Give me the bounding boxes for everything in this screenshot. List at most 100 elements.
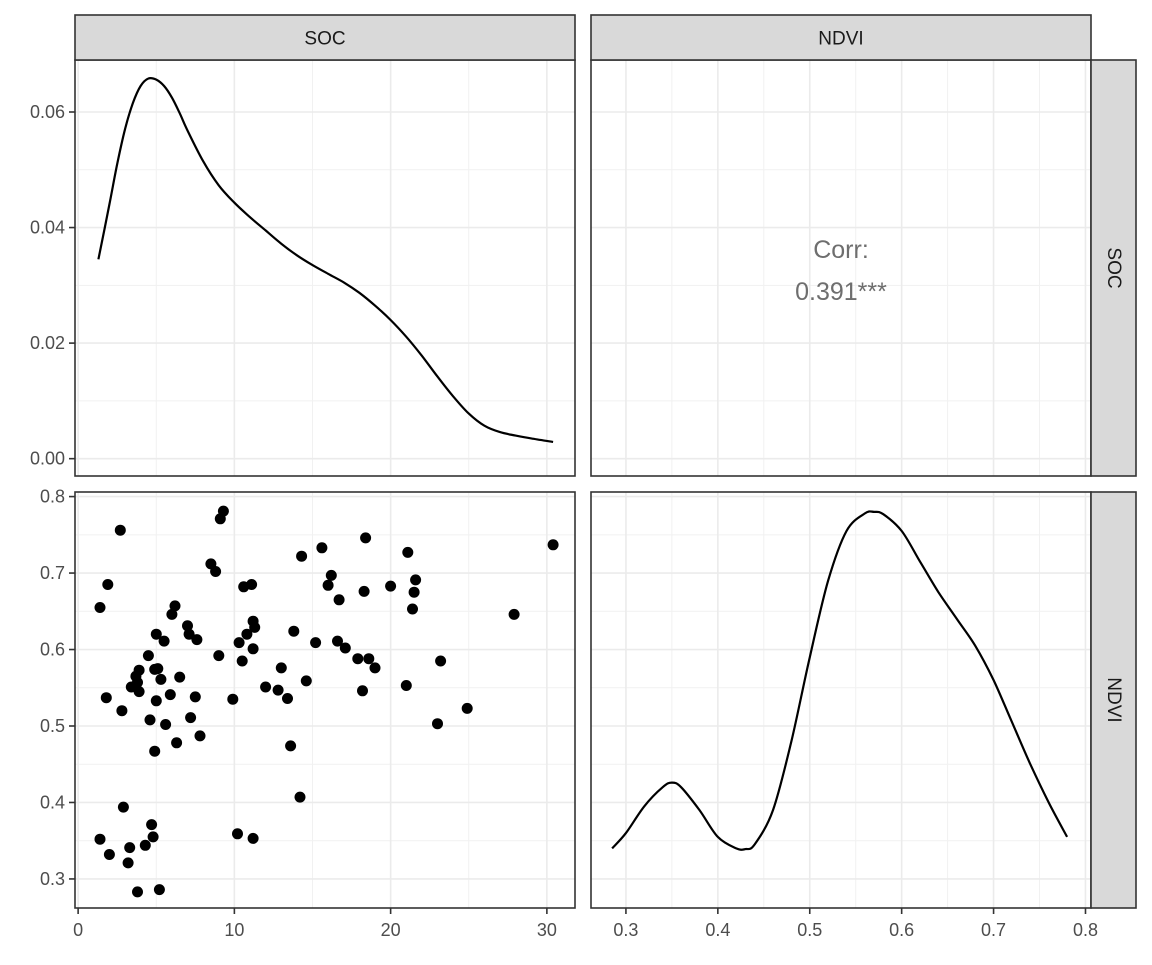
- scatter-point: [410, 574, 422, 586]
- scatter-point: [357, 685, 368, 697]
- scatter-point: [241, 628, 253, 640]
- scatter-point: [160, 719, 172, 730]
- panel-ndvi-soc: [75, 492, 575, 908]
- x-tick-label-soc: 10: [224, 920, 244, 940]
- scatter-point: [150, 695, 162, 707]
- y-tick-label-soc: 0.06: [30, 102, 65, 122]
- corr-value: 0.391***: [795, 278, 887, 306]
- strip-right-label-soc: SOC: [1103, 247, 1124, 288]
- scatter-point: [155, 673, 167, 685]
- scatter-point: [100, 692, 112, 704]
- scatter-point: [272, 684, 284, 696]
- scatter-point: [360, 532, 372, 544]
- scatter-point: [233, 637, 245, 649]
- scatter-point: [227, 693, 239, 705]
- scatter-point: [194, 730, 206, 742]
- scatter-point: [369, 662, 381, 674]
- x-tick-label-ndvi: 0.3: [613, 920, 638, 940]
- scatter-point: [152, 663, 164, 675]
- scatter-point: [164, 689, 176, 701]
- scatter-point: [246, 579, 258, 590]
- panel-border: [590, 491, 1092, 909]
- panel-border: [74, 491, 576, 909]
- scatter-point: [435, 655, 447, 667]
- scatter-point: [142, 650, 154, 662]
- strip-right-soc: [1090, 59, 1137, 477]
- scatter-point: [210, 566, 222, 577]
- scatter-point: [114, 524, 126, 536]
- scatter-point: [363, 653, 375, 665]
- scatter-point: [132, 676, 143, 688]
- scatter-point: [94, 833, 106, 845]
- scatter-point: [461, 702, 473, 714]
- panel-ndvi-ndvi: [591, 492, 1091, 908]
- scatter-point: [322, 579, 334, 591]
- x-tick-label-soc: 20: [381, 920, 401, 940]
- x-tick-label-soc: 0: [73, 920, 83, 940]
- scatter-point: [294, 791, 306, 803]
- scatter-point: [146, 819, 158, 831]
- scatter-point: [103, 849, 115, 860]
- scatter-point: [213, 650, 225, 662]
- scatter-point: [166, 608, 178, 620]
- scatter-point: [332, 635, 343, 647]
- x-tick-label-ndvi: 0.7: [981, 920, 1006, 940]
- scatter-point: [402, 546, 414, 558]
- strip-top-soc: [74, 14, 576, 61]
- scatter-point: [150, 628, 162, 640]
- strip-right-label-ndvi: NDVI: [1103, 677, 1124, 722]
- scatter-point: [183, 628, 195, 640]
- scatter-point: [260, 681, 272, 693]
- x-tick-label-ndvi: 0.6: [889, 920, 914, 940]
- scatter-point: [124, 842, 136, 854]
- scatter-point: [236, 655, 248, 667]
- scatter-point: [296, 550, 308, 562]
- scatter-point: [432, 718, 443, 730]
- scatter-point: [158, 635, 170, 647]
- x-tick-label-ndvi: 0.4: [705, 920, 730, 940]
- scatter-point: [116, 705, 128, 717]
- scatter-point: [139, 839, 151, 851]
- scatter-point: [94, 602, 106, 613]
- y-tick-label-soc: 0.02: [30, 333, 65, 353]
- panel-border: [590, 59, 1092, 477]
- scatter-point: [102, 579, 114, 590]
- ndvi-density-line: [611, 510, 1069, 851]
- x-tick-label-ndvi: 0.5: [797, 920, 822, 940]
- y-tick-label-ndvi: 0.3: [40, 869, 65, 889]
- scatter-point: [288, 625, 300, 637]
- scatter-point: [169, 600, 181, 612]
- scatter-point: [189, 691, 201, 703]
- scatter-point: [547, 539, 559, 551]
- scatter-point: [174, 671, 186, 683]
- y-tick-label-ndvi: 0.4: [40, 792, 65, 812]
- scatter-point: [132, 886, 143, 898]
- y-tick-label-ndvi: 0.5: [40, 716, 65, 736]
- scatter-point: [185, 712, 197, 724]
- y-tick-label-soc: 0.00: [30, 449, 65, 469]
- y-tick-label-ndvi: 0.8: [40, 487, 65, 507]
- scatter-point: [217, 505, 229, 517]
- corr-label: Corr:: [813, 236, 869, 264]
- scatter-point: [325, 569, 337, 581]
- scatter-point: [310, 637, 322, 649]
- scatter-point: [275, 662, 287, 674]
- scatter-point: [408, 586, 420, 598]
- scatter-points: [94, 505, 559, 898]
- scatter-point: [247, 832, 259, 844]
- scatter-point: [117, 801, 129, 813]
- soc-density-line: [97, 76, 554, 443]
- scatter-point: [333, 594, 345, 606]
- scatter-point: [300, 675, 312, 687]
- y-tick-label-soc: 0.04: [30, 218, 65, 238]
- strip-right-ndvi: [1090, 491, 1137, 909]
- scatter-point: [144, 714, 156, 726]
- scatter-point: [182, 620, 193, 632]
- scatter-point: [232, 828, 243, 840]
- x-tick-label-soc: 30: [537, 920, 557, 940]
- scatter-point: [171, 737, 183, 749]
- panel-border: [74, 59, 576, 477]
- scatter-point: [339, 642, 351, 654]
